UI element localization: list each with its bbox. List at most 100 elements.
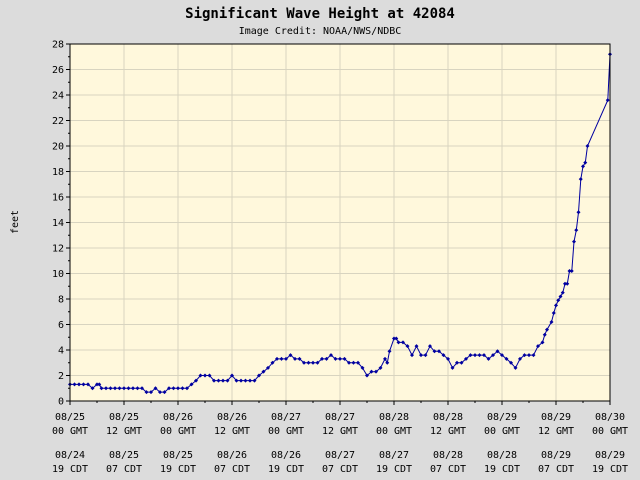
data-point (583, 160, 588, 165)
data-point (131, 386, 135, 391)
data-point (468, 353, 473, 358)
y-axis-label: feet (10, 210, 21, 234)
data-point (495, 349, 500, 354)
data-point (549, 319, 554, 324)
data-point (578, 177, 583, 182)
data-point (558, 294, 563, 299)
data-point (140, 386, 144, 391)
y-tick-label: 26 (52, 65, 64, 76)
data-point (153, 386, 158, 391)
data-point (97, 382, 102, 387)
data-point (383, 356, 387, 361)
data-point (189, 382, 194, 387)
data-point (464, 356, 468, 361)
x-tick-label: 08/25 (163, 450, 193, 461)
x-tick-label: 08/29 (595, 450, 625, 461)
data-point (81, 382, 86, 387)
data-point (126, 386, 131, 391)
data-point (556, 298, 561, 303)
data-point (455, 360, 459, 365)
y-tick-label: 22 (52, 116, 64, 127)
x-tick-label: 00 GMT (484, 426, 520, 437)
x-tick-label: 08/24 (55, 450, 85, 461)
data-point (225, 378, 230, 383)
x-tick-label: 08/28 (433, 412, 463, 423)
x-tick-label: 08/26 (217, 450, 247, 461)
x-tick-label: 19 CDT (484, 464, 520, 475)
data-point (369, 369, 374, 374)
y-tick-label: 4 (58, 346, 64, 357)
y-tick-label: 24 (52, 91, 64, 102)
data-point (248, 378, 252, 383)
y-tick-label: 14 (52, 218, 64, 229)
data-point (122, 386, 126, 391)
data-point (162, 390, 167, 395)
data-point (437, 349, 441, 354)
data-point (477, 353, 482, 358)
x-tick-label: 08/27 (379, 450, 409, 461)
data-point (414, 344, 419, 349)
y-tick-label: 12 (52, 244, 64, 255)
data-point (565, 281, 570, 286)
data-point (560, 290, 565, 295)
x-tick-label: 08/30 (595, 412, 625, 423)
data-point (387, 349, 392, 354)
x-tick-label: 07 CDT (214, 464, 250, 475)
data-point (432, 349, 437, 354)
x-tick-label: 19 CDT (268, 464, 304, 475)
data-point (212, 378, 216, 383)
data-point (491, 353, 495, 358)
x-tick-label: 07 CDT (538, 464, 574, 475)
data-point (288, 353, 293, 358)
data-point (446, 356, 450, 361)
data-point (419, 353, 423, 358)
data-point (257, 373, 261, 378)
x-tick-label: 12 GMT (538, 426, 574, 437)
data-point (86, 382, 90, 387)
data-point (297, 356, 302, 361)
data-point (77, 382, 81, 387)
data-point (374, 369, 378, 374)
x-tick-label: 08/27 (271, 412, 301, 423)
data-point (441, 353, 446, 358)
data-point (581, 164, 585, 169)
data-point (473, 353, 477, 358)
y-tick-label: 28 (52, 40, 64, 51)
data-point (90, 386, 95, 391)
y-tick-label: 18 (52, 167, 64, 178)
data-point (329, 353, 333, 358)
data-point (486, 356, 491, 361)
x-tick-label: 08/27 (325, 412, 355, 423)
data-point (342, 356, 347, 361)
data-point (194, 378, 198, 383)
data-point (275, 356, 279, 361)
data-point (605, 98, 610, 103)
data-point (567, 268, 572, 273)
data-point (450, 365, 455, 370)
data-point (320, 356, 324, 361)
data-point (72, 382, 77, 387)
data-point (144, 390, 149, 395)
data-point (531, 353, 536, 358)
y-tick-label: 0 (58, 397, 64, 408)
x-tick-label: 19 CDT (160, 464, 196, 475)
x-tick-label: 08/25 (109, 412, 139, 423)
data-point (135, 386, 140, 391)
data-point (99, 386, 104, 391)
x-tick-label: 08/25 (55, 412, 85, 423)
data-point (360, 365, 365, 370)
data-point (311, 360, 315, 365)
x-tick-label: 08/29 (487, 412, 517, 423)
data-point (576, 210, 581, 215)
data-point (149, 390, 153, 395)
data-point (261, 369, 266, 374)
data-point (306, 360, 311, 365)
data-point (569, 268, 574, 273)
y-tick-label: 20 (52, 142, 64, 153)
data-point (410, 353, 414, 358)
data-point (554, 303, 558, 308)
data-point (396, 340, 401, 345)
x-tick-label: 19 CDT (52, 464, 88, 475)
